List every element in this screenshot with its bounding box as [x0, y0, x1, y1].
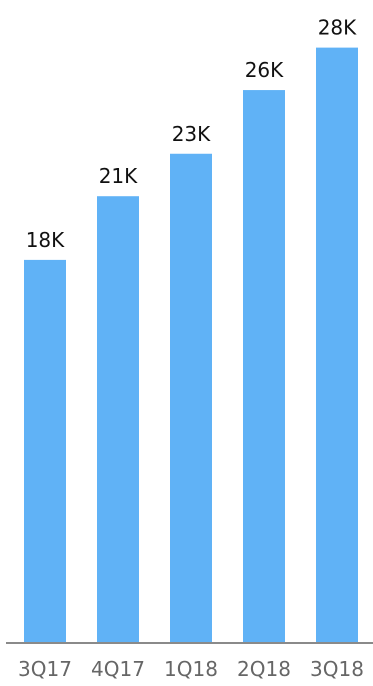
bar-1q18: [170, 153, 212, 642]
value-label-2q18: 26K: [245, 58, 284, 82]
bars-group: [24, 47, 358, 643]
bar-3q18: [316, 47, 358, 643]
tick-label-1q18: 1Q18: [164, 657, 218, 681]
value-label-1q18: 23K: [172, 122, 211, 146]
bar-3q17: [24, 259, 66, 642]
tick-label-3q18: 3Q18: [310, 657, 364, 681]
value-label-4q17: 21K: [99, 164, 138, 188]
x-axis-tick-labels: 3Q17 4Q17 1Q18 2Q18 3Q18: [18, 657, 364, 681]
tick-label-4q17: 4Q17: [91, 657, 145, 681]
tick-label-2q18: 2Q18: [237, 657, 291, 681]
value-label-3q18: 28K: [318, 16, 357, 40]
tick-label-3q17: 3Q17: [18, 657, 72, 681]
bar-2q18: [243, 90, 285, 642]
value-label-3q17: 18K: [26, 228, 65, 252]
value-labels-group: 18K 21K 23K 26K 28K: [26, 16, 357, 252]
bar-4q17: [97, 196, 139, 643]
